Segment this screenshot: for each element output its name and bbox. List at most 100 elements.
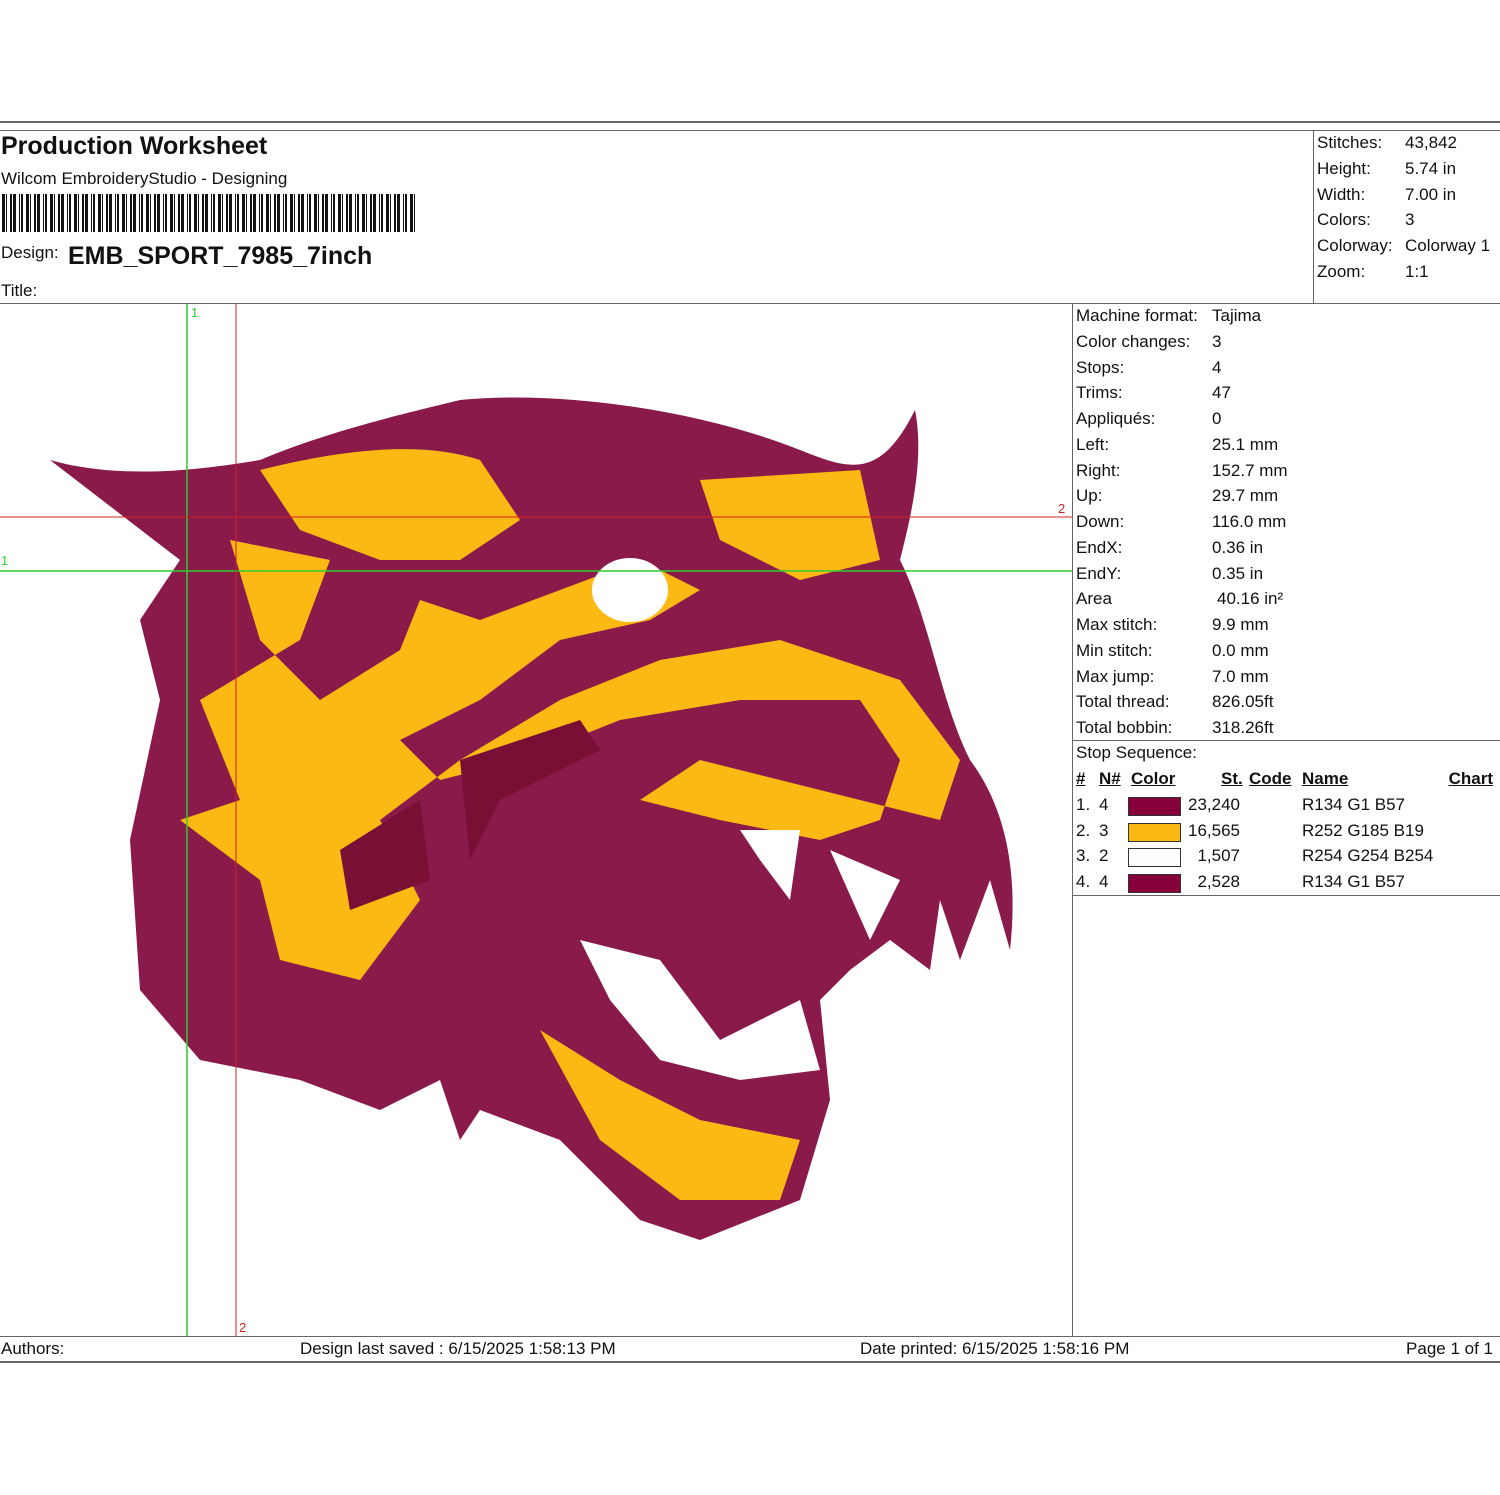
detail-value: 152.7 mm	[1212, 460, 1288, 480]
barcode-bar	[106, 194, 108, 232]
guide-label: 2	[1058, 501, 1065, 516]
barcode-bar	[170, 194, 173, 232]
barcode-bar	[259, 194, 260, 232]
title: Production Worksheet	[1, 132, 268, 160]
barcode-bar	[45, 194, 47, 232]
barcode-bar	[109, 194, 112, 232]
barcode-bar	[74, 194, 77, 232]
detail-value: 29.7 mm	[1212, 486, 1279, 506]
detail-label: Max stitch:	[1076, 615, 1158, 634]
rule	[0, 1336, 1500, 1337]
barcode-bar	[85, 194, 88, 232]
barcode-bar	[266, 194, 269, 232]
barcode-bar	[314, 194, 317, 232]
barcode-bar	[13, 194, 16, 232]
stitch-count: 1,507	[1197, 846, 1240, 866]
barcode-bar	[346, 194, 348, 232]
barcode-bar	[379, 194, 380, 232]
detail-label: Stops:	[1076, 357, 1125, 377]
summary-label: Colors:	[1317, 210, 1371, 230]
stop-number: 4.	[1076, 871, 1091, 891]
barcode-bar	[246, 194, 247, 232]
rule	[0, 303, 1500, 304]
rule	[0, 1361, 1500, 1363]
barcode-bar	[405, 194, 407, 232]
detail-label: Machine format:	[1076, 306, 1198, 325]
barcode-bar	[205, 194, 208, 232]
detail-label: Up:	[1076, 486, 1103, 506]
column-header: Code	[1249, 769, 1292, 788]
barcode-bar	[37, 194, 40, 232]
barcode-bar	[58, 194, 60, 232]
color-swatch	[1128, 848, 1181, 868]
barcode-bar	[165, 194, 167, 232]
barcode-bar	[174, 194, 175, 232]
stop-number: 3.	[1076, 846, 1091, 866]
barcode-bar	[133, 194, 136, 232]
thread-name: R134 G1 B57	[1302, 871, 1406, 891]
guide-label: 1	[191, 305, 198, 320]
color-swatch	[1128, 873, 1181, 893]
detail-value: 9.9 mm	[1212, 615, 1269, 634]
barcode-bar	[285, 194, 287, 232]
column-header: Name	[1302, 769, 1349, 788]
column-header: #	[1076, 769, 1086, 788]
barcode-bar	[250, 194, 252, 232]
subtitle: Wilcom EmbroideryStudio - Designing	[1, 169, 288, 188]
barcode-bar	[181, 194, 184, 232]
stitch-count: 23,240	[1188, 795, 1240, 814]
needle: 2	[1099, 846, 1109, 866]
barcode-bar	[235, 194, 236, 232]
barcode-bar	[237, 194, 239, 232]
barcode-bar	[10, 194, 12, 232]
detail-label: Right:	[1076, 460, 1121, 480]
summary-label: Height:	[1317, 158, 1371, 178]
barcode-bar	[213, 194, 215, 232]
barcode-bar	[91, 194, 92, 232]
barcode-bar	[211, 194, 212, 232]
barcode-bar	[30, 194, 31, 232]
printed-date: Date printed: 6/15/2025 1:58:16 PM	[860, 1339, 1130, 1358]
barcode-bar	[290, 194, 293, 232]
rule	[0, 130, 1500, 131]
barcode-bar	[82, 194, 84, 232]
barcode-bar	[198, 194, 199, 232]
barcode-bar	[274, 194, 276, 232]
detail-value: 0.0 mm	[1212, 640, 1269, 660]
summary-label: Stitches:	[1317, 133, 1383, 152]
barcode-bar	[397, 194, 400, 232]
barcode-bar	[301, 194, 304, 232]
barcode-bar	[270, 194, 271, 232]
barcode-bar	[50, 194, 53, 232]
detail-label: EndX:	[1076, 537, 1123, 557]
rule	[1072, 895, 1500, 896]
barcode-bar	[325, 194, 328, 232]
thread-name: R254 G254 B254	[1302, 846, 1434, 866]
barcode-bar	[381, 194, 383, 232]
barcode-bar	[139, 194, 140, 232]
summary-value: Colorway 1	[1405, 236, 1491, 256]
summary-value: 43,842	[1405, 133, 1457, 152]
barcode-bar	[318, 194, 319, 232]
barcode-bar	[342, 194, 343, 232]
page-number: Page 1 of 1	[1406, 1339, 1493, 1358]
barcode-bar	[61, 194, 64, 232]
summary-value: 7.00 in	[1405, 184, 1457, 204]
thread-name: R134 G1 B57	[1302, 795, 1406, 814]
barcode-bar	[19, 194, 20, 232]
barcode-bar	[366, 194, 367, 232]
column-header: Color	[1131, 769, 1176, 788]
barcode-bar	[307, 194, 308, 232]
detail-label: Area	[1076, 589, 1112, 609]
barcode-bar	[163, 194, 164, 232]
barcode-bar	[115, 194, 116, 232]
barcode-bar	[394, 194, 396, 232]
detail-value: Tajima	[1212, 306, 1262, 325]
detail-value: 7.0 mm	[1212, 666, 1269, 686]
design-label: Design:	[1, 243, 59, 262]
barcode-bar	[67, 194, 68, 232]
detail-label: Trims:	[1076, 383, 1123, 403]
barcode-bar	[362, 194, 365, 232]
stop-title: Stop Sequence:	[1076, 743, 1197, 762]
stitch-count: 2,528	[1197, 871, 1240, 891]
